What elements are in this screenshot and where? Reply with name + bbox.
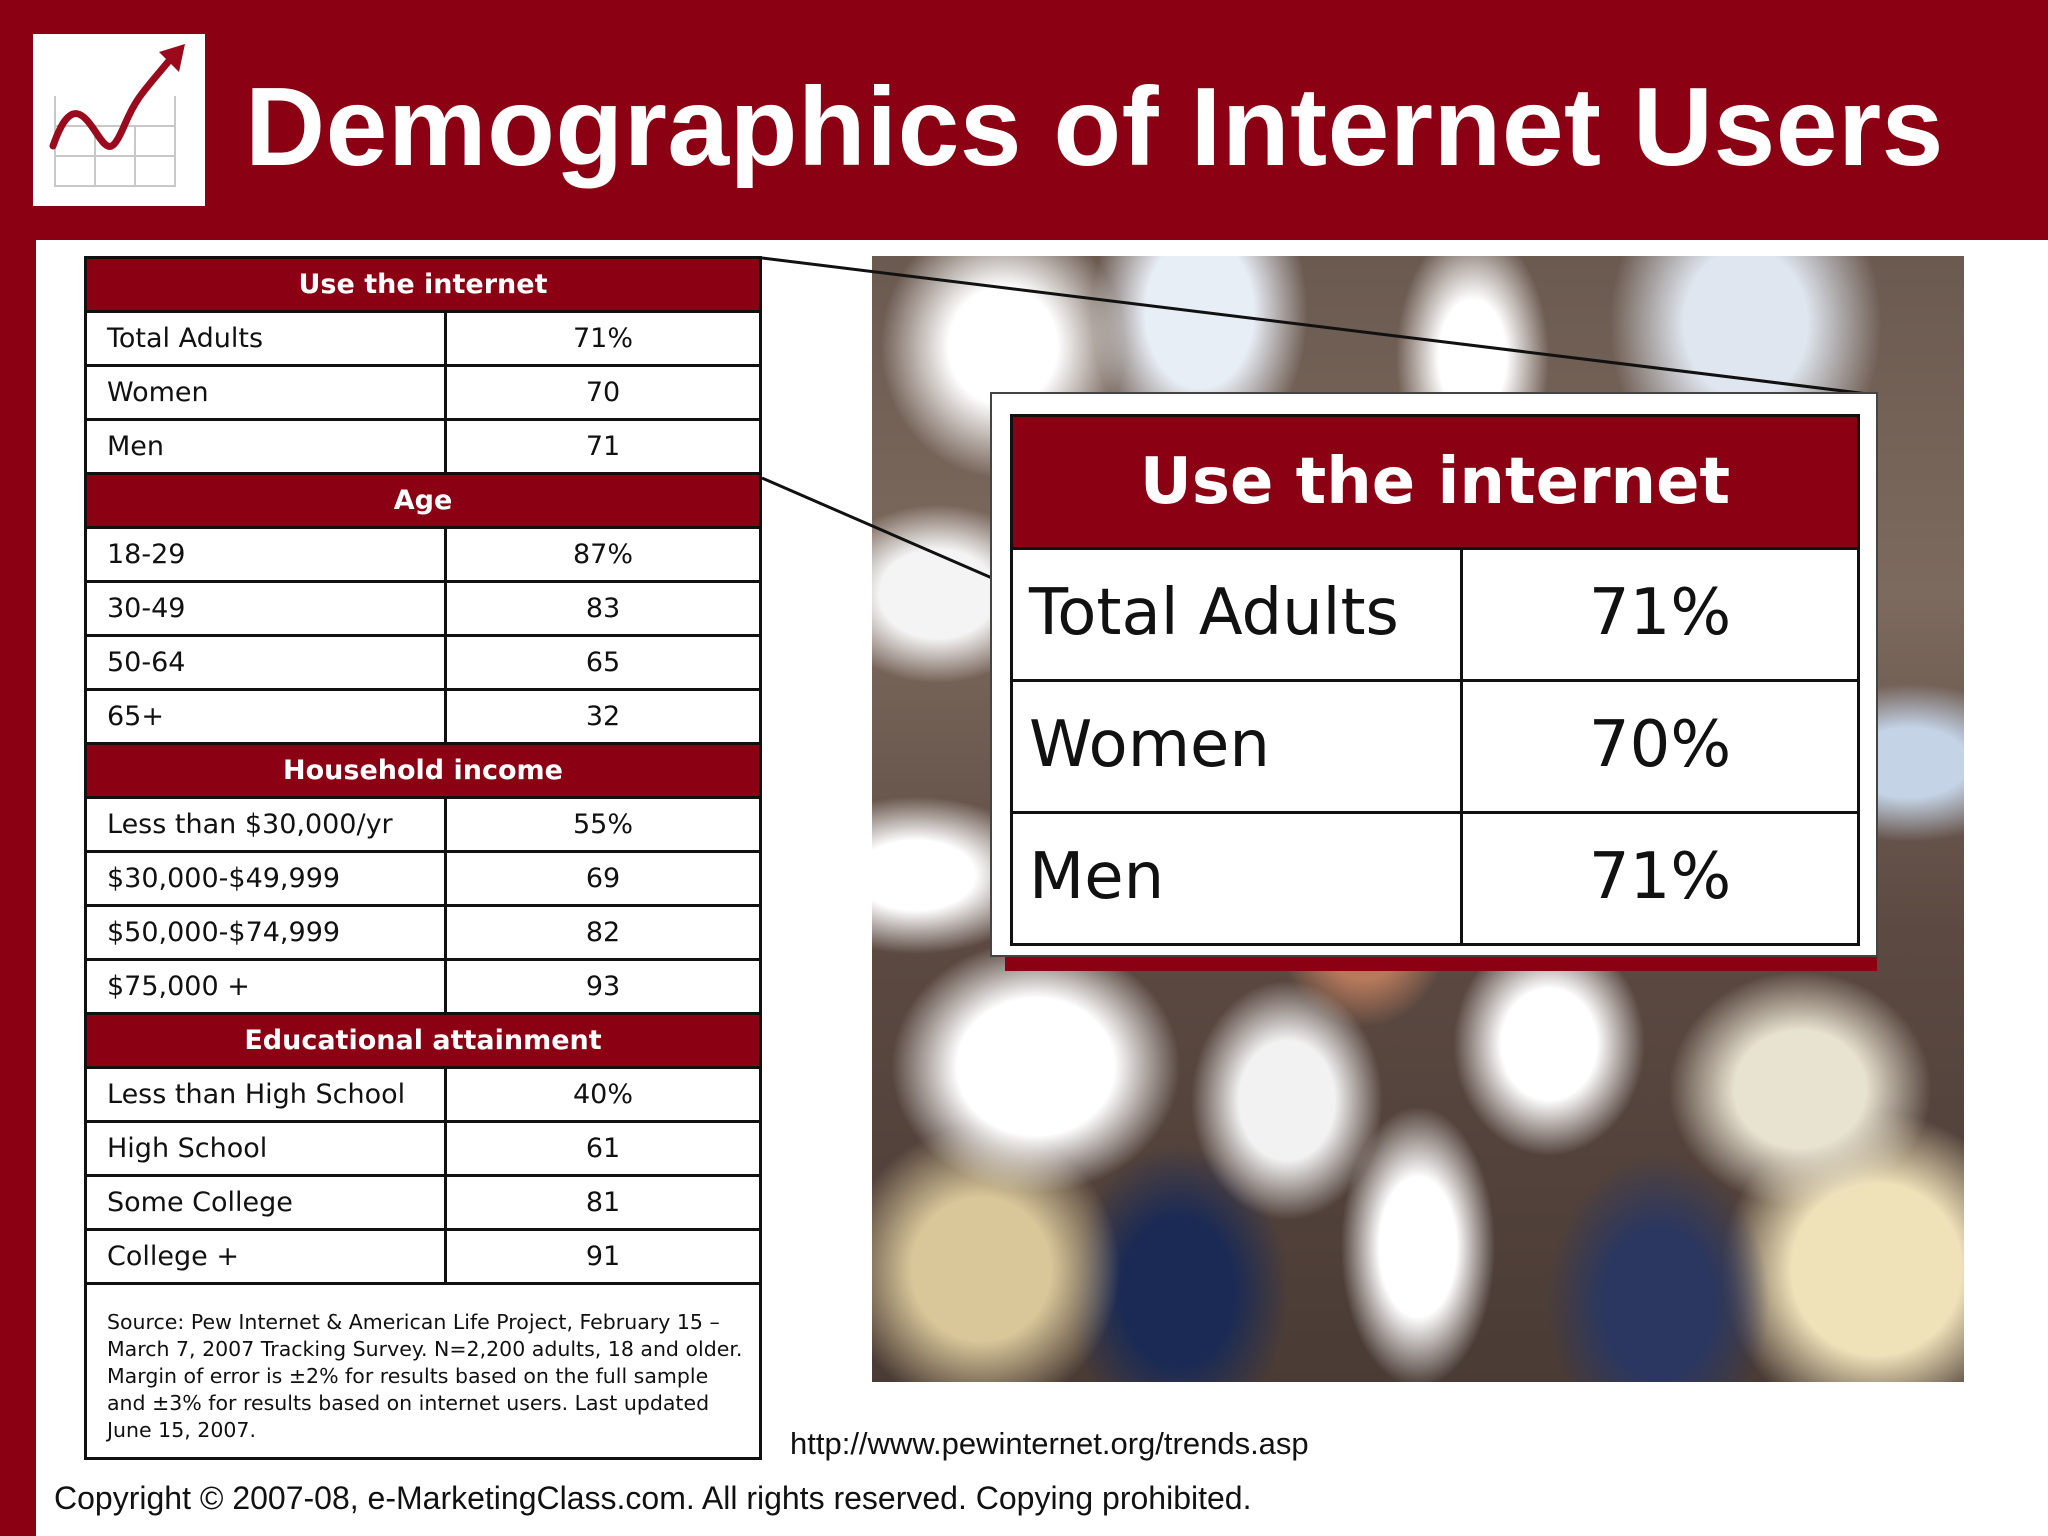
table-row: $75,000 + 93: [87, 961, 759, 1015]
row-label: Less than $30,000/yr: [107, 809, 393, 840]
table-row: 30-49 83: [87, 583, 759, 637]
zoom-row: Women 70%: [1010, 682, 1860, 814]
row-value: 40%: [572, 1079, 633, 1110]
zoom-row-value: 70%: [1588, 708, 1732, 782]
cell-divider: [1460, 550, 1463, 679]
row-value: 91: [585, 1241, 621, 1272]
cell-divider: [444, 529, 447, 580]
cell-divider: [444, 907, 447, 958]
cell-divider: [444, 961, 447, 1012]
section-header-use-internet: Use the internet: [87, 259, 759, 313]
row-label: Some College: [107, 1187, 293, 1218]
zoom-row-label: Men: [1029, 840, 1165, 914]
row-label: College +: [107, 1241, 239, 1272]
table-row: College + 91: [87, 1231, 759, 1285]
row-value: 82: [585, 917, 621, 948]
row-value: 83: [585, 593, 621, 624]
row-value: 71: [585, 431, 621, 462]
table-row: Less than High School 40%: [87, 1069, 759, 1123]
logo: [33, 34, 205, 206]
table-row: High School 61: [87, 1123, 759, 1177]
zoom-row-value: 71%: [1588, 840, 1732, 914]
cell-divider: [444, 1123, 447, 1174]
cell-divider: [444, 1231, 447, 1282]
row-label: High School: [107, 1133, 268, 1164]
table-row: Total Adults 71%: [87, 313, 759, 367]
row-label: 65+: [107, 701, 164, 732]
source-note: Source: Pew Internet & American Life Pro…: [107, 1310, 743, 1442]
page-title: Demographics of Internet Users: [245, 65, 1944, 189]
cell-divider: [444, 637, 447, 688]
row-value: 81: [585, 1187, 621, 1218]
section-heading: Household income: [283, 755, 563, 786]
row-label: Women: [107, 377, 209, 408]
cell-divider: [444, 1177, 447, 1228]
cell-divider: [444, 853, 447, 904]
row-label: $30,000-$49,999: [107, 863, 341, 894]
section-header-age: Age: [87, 475, 759, 529]
table-row: 18-29 87%: [87, 529, 759, 583]
section-heading: Use the internet: [298, 269, 548, 300]
table-row: 65+ 32: [87, 691, 759, 745]
cell-divider: [444, 421, 447, 472]
row-label: 18-29: [107, 539, 186, 570]
table-row: Some College 81: [87, 1177, 759, 1231]
cell-divider: [444, 1069, 447, 1120]
zoom-row: Total Adults 71%: [1010, 550, 1860, 682]
row-label: 30-49: [107, 593, 186, 624]
section-heading: Educational attainment: [244, 1025, 602, 1056]
demographics-table: Use the internet Total Adults 71% Women …: [84, 256, 762, 1460]
row-value: 70: [585, 377, 621, 408]
section-header-educational-attainment: Educational attainment: [87, 1015, 759, 1069]
cell-divider: [444, 313, 447, 364]
table-row: Women 70: [87, 367, 759, 421]
row-label: 50-64: [107, 647, 186, 678]
table-row: Less than $30,000/yr 55%: [87, 799, 759, 853]
source-url: http://www.pewinternet.org/trends.asp: [790, 1426, 1309, 1461]
slide-header: Demographics of Internet Users: [0, 0, 2048, 240]
zoom-heading-bar: Use the internet: [1010, 414, 1860, 550]
cell-divider: [1460, 682, 1463, 811]
row-label: Total Adults: [107, 323, 264, 354]
row-value: 87%: [572, 539, 633, 570]
zoom-callout: Use the internet Total Adults 71% Women …: [990, 392, 1878, 957]
row-label: $50,000-$74,999: [107, 917, 341, 948]
row-value: 61: [585, 1133, 621, 1164]
section-header-household-income: Household income: [87, 745, 759, 799]
cell-divider: [444, 799, 447, 850]
row-label: Less than High School: [107, 1079, 406, 1110]
cell-divider: [1460, 814, 1463, 943]
rising-trend-chart-icon: [49, 44, 185, 187]
section-heading: Age: [393, 485, 453, 516]
table-row: Men 71: [87, 421, 759, 475]
row-value: 69: [585, 863, 621, 894]
table-row: 50-64 65: [87, 637, 759, 691]
zoom-heading: Use the internet: [1139, 445, 1731, 519]
table-row: $30,000-$49,999 69: [87, 853, 759, 907]
table-row: $50,000-$74,999 82: [87, 907, 759, 961]
row-label: $75,000 +: [107, 971, 250, 1002]
row-label: Men: [107, 431, 165, 462]
copyright-footer: Copyright © 2007-08, e-MarketingClass.co…: [54, 1480, 1252, 1516]
row-value: 93: [585, 971, 621, 1002]
cell-divider: [444, 583, 447, 634]
zoom-row-value: 71%: [1588, 576, 1732, 650]
row-value: 65: [585, 647, 621, 678]
row-value: 32: [585, 701, 621, 732]
zoom-row-label: Total Adults: [1029, 576, 1399, 650]
row-value: 71%: [572, 323, 633, 354]
zoom-row: Men 71%: [1010, 814, 1860, 946]
zoom-row-label: Women: [1029, 708, 1270, 782]
cell-divider: [444, 367, 447, 418]
row-value: 55%: [572, 809, 633, 840]
cell-divider: [444, 691, 447, 742]
